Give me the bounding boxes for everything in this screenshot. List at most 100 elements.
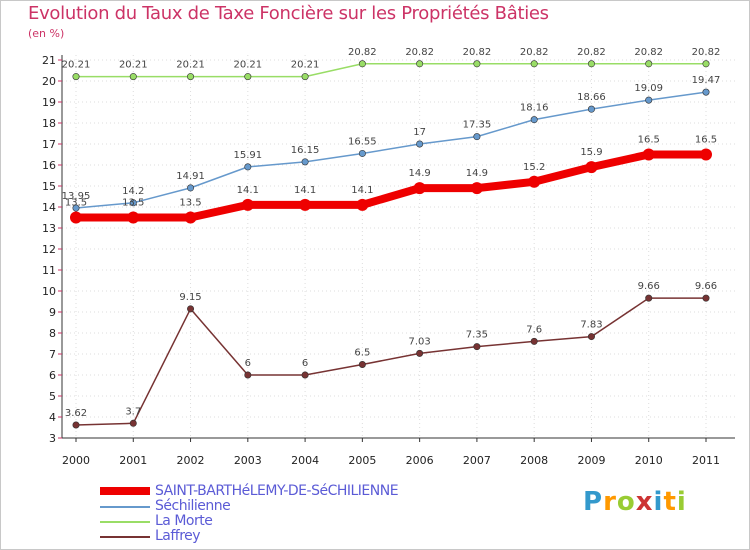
logo-letter: t: [663, 487, 677, 517]
data-label-2: 20.21: [176, 60, 205, 71]
x-tick-label: 2000: [62, 454, 90, 467]
legend-label-sechilienne: Séchilienne: [155, 498, 231, 514]
series-point-2: [301, 73, 309, 81]
series-point-2: [587, 60, 595, 68]
series-point-0: [356, 198, 369, 211]
series-point-3: [473, 343, 481, 351]
logo-letter: r: [603, 487, 617, 517]
data-label-1: 16.55: [348, 136, 377, 147]
y-tick-label: 13: [42, 222, 56, 235]
data-label-1: 18.66: [577, 92, 606, 103]
series-point-0: [184, 211, 197, 224]
series-point-0: [413, 182, 426, 195]
data-label-2: 20.82: [463, 47, 492, 58]
series-point-1: [473, 133, 481, 141]
data-label-0: 15.9: [580, 147, 602, 158]
series-point-2: [244, 73, 252, 81]
series-point-1: [187, 184, 195, 192]
data-label-2: 20.21: [291, 60, 320, 71]
data-label-1: 14.91: [176, 171, 205, 182]
data-label-3: 7.6: [526, 324, 542, 335]
series-point-2: [645, 60, 653, 68]
data-label-2: 20.21: [62, 60, 91, 71]
y-tick-label: 6: [49, 369, 56, 382]
x-tick-label: 2003: [234, 454, 262, 467]
data-label-0: 13.5: [122, 198, 144, 209]
series-point-1: [129, 199, 137, 207]
data-label-0: 16.5: [638, 135, 660, 146]
data-label-1: 17.35: [463, 120, 492, 131]
series-point-2: [416, 60, 424, 68]
data-label-2: 20.82: [692, 47, 721, 58]
y-tick-label: 17: [42, 138, 56, 151]
proxiti-logo: Proxiti: [583, 487, 687, 517]
y-tick-label: 11: [42, 264, 56, 277]
data-label-3: 3.7: [125, 406, 141, 417]
series-point-3: [645, 294, 653, 302]
y-tick-label: 9: [49, 306, 56, 319]
y-tick-label: 16: [42, 159, 56, 172]
data-label-2: 20.82: [520, 47, 549, 58]
data-label-1: 13.95: [62, 191, 91, 202]
data-label-1: 18.16: [520, 103, 549, 114]
data-label-2: 20.82: [405, 47, 434, 58]
data-label-0: 14.1: [351, 185, 373, 196]
x-tick-label: 2011: [692, 454, 720, 467]
series-point-0: [299, 198, 312, 211]
legend-swatch-laffrey: [100, 536, 150, 538]
series-point-1: [702, 88, 710, 96]
x-tick-label: 2006: [406, 454, 434, 467]
series-point-3: [358, 360, 366, 368]
series-point-2: [129, 73, 137, 81]
y-tick-label: 21: [42, 54, 56, 67]
y-axis-unit: (en %): [28, 27, 65, 40]
legend-swatch-saint-barthelemy: [100, 487, 150, 495]
legend-label-saint-barthelemy: SAINT-BARTHéLEMY-DE-SéCHILIENNE: [155, 483, 399, 499]
y-tick-label: 10: [42, 285, 56, 298]
series-point-1: [358, 149, 366, 157]
y-tick-label: 14: [42, 201, 56, 214]
series-point-1: [587, 105, 595, 113]
y-tick-label: 7: [49, 348, 56, 361]
legend-swatch-la-morte: [100, 521, 150, 523]
series-point-1: [416, 140, 424, 148]
series-point-1: [530, 116, 538, 124]
data-label-0: 13.5: [65, 198, 87, 209]
y-tick-label: 4: [49, 411, 56, 424]
series-point-0: [241, 198, 254, 211]
series-point-0: [700, 148, 712, 161]
y-tick-label: 18: [42, 117, 56, 130]
y-tick-label: 19: [42, 96, 56, 109]
y-tick-label: 20: [42, 75, 56, 88]
x-tick-label: 2005: [348, 454, 376, 467]
chart-title: Evolution du Taux de Taxe Foncière sur l…: [28, 3, 549, 24]
x-tick-label: 2002: [177, 454, 205, 467]
y-tick-label: 3: [49, 432, 56, 445]
data-label-2: 20.82: [348, 47, 377, 58]
x-tick-label: 2008: [520, 454, 548, 467]
data-label-3: 7.83: [580, 320, 602, 331]
series-point-1: [72, 204, 80, 212]
data-label-0: 16.5: [695, 135, 717, 146]
series-point-2: [187, 73, 195, 81]
series-point-3: [702, 294, 710, 302]
data-label-0: 14.1: [237, 185, 259, 196]
logo-letter: o: [616, 487, 636, 517]
data-label-1: 17: [413, 127, 426, 138]
series-point-0: [642, 148, 655, 161]
data-label-2: 20.82: [634, 47, 663, 58]
x-tick-label: 2007: [463, 454, 491, 467]
series-point-2: [473, 60, 481, 68]
data-label-3: 7.03: [409, 336, 431, 347]
data-label-1: 15.91: [233, 150, 262, 161]
data-label-0: 14.1: [294, 185, 316, 196]
logo-letter: P: [583, 487, 604, 517]
legend-label-la-morte: La Morte: [155, 513, 213, 529]
logo-letter: i: [676, 487, 687, 517]
series-point-2: [702, 60, 710, 68]
data-label-0: 14.9: [466, 168, 488, 179]
series-point-3: [244, 371, 252, 379]
series-point-0: [528, 175, 541, 188]
data-label-1: 19.47: [692, 75, 721, 86]
